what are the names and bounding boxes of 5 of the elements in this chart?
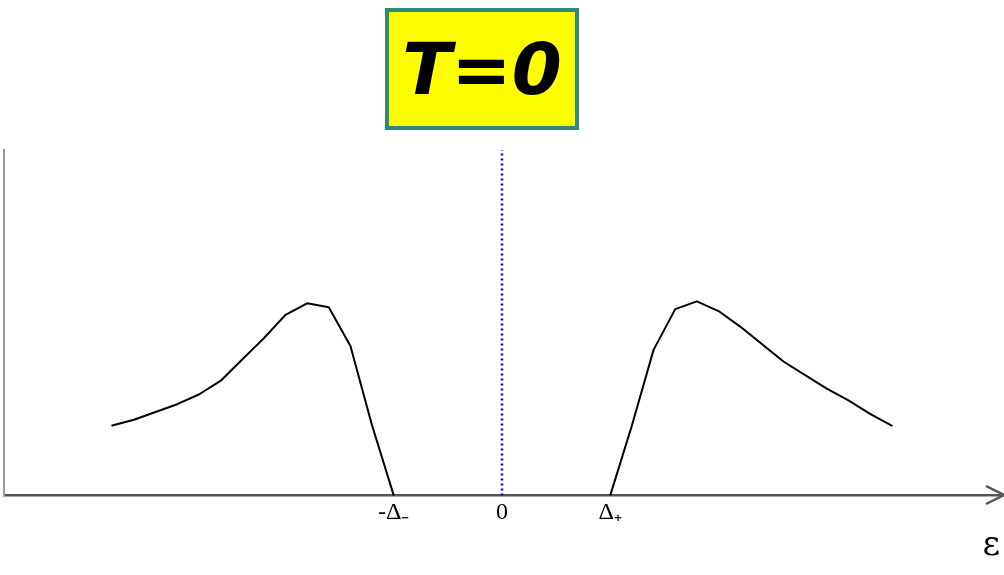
x-tick-label: 0	[496, 498, 508, 525]
x-tick-label: -Δ₋	[378, 498, 410, 525]
x-axis-title: ε	[982, 523, 1000, 564]
x-tick-label: Δ₊	[598, 498, 622, 525]
chart-title: T=0	[385, 8, 579, 130]
